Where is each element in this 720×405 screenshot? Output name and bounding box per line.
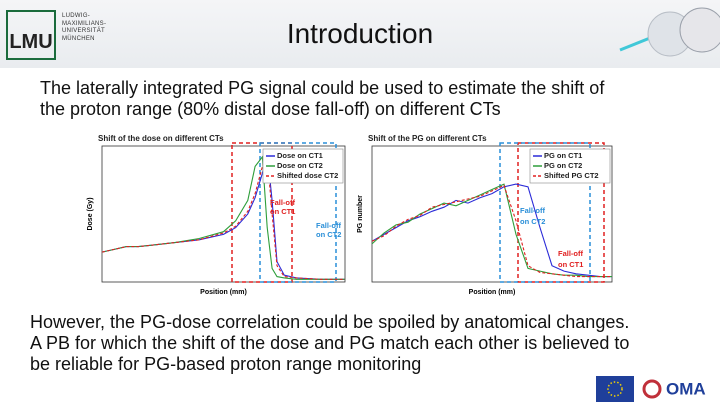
legend-label: PG on CT1 xyxy=(544,151,582,160)
logo: LMU xyxy=(6,10,56,60)
eu-flag xyxy=(596,376,634,402)
university-name: LUDWIG-MAXIMILIANS-UNIVERSITÄT MÜNCHEN xyxy=(62,13,107,42)
legend-label: Dose on CT1 xyxy=(277,151,323,160)
header: LMU LUDWIG-MAXIMILIANS-UNIVERSITÄT MÜNCH… xyxy=(0,0,720,68)
data-line xyxy=(371,183,612,278)
slide-title: Introduction xyxy=(286,18,434,49)
chart-title: Shift of the PG on different CTs xyxy=(368,134,487,143)
text-line: be reliable for PG-based proton range mo… xyxy=(30,354,422,374)
legend xyxy=(262,148,344,184)
legend xyxy=(529,148,611,184)
text-line: the proton range (80% distal dose fall-o… xyxy=(40,99,501,119)
text-line: The laterally integrated PG signal could… xyxy=(40,78,605,98)
falloff-region xyxy=(499,142,591,283)
text-line: A PB for which the shift of the dose and… xyxy=(30,333,630,353)
legend-label: Shifted PG CT2 xyxy=(544,171,599,180)
eu-stars xyxy=(607,381,623,397)
data-line xyxy=(371,184,612,278)
annotation: Fall-off on CT2 xyxy=(316,221,341,239)
x-axis-label: Position (mm) xyxy=(200,289,247,296)
paragraph: However, the PG-dose correlation could b… xyxy=(30,312,629,375)
falloff-region xyxy=(259,142,337,283)
legend-label: Shifted dose CT2 xyxy=(277,171,338,180)
annotation: Fall-off on CT1 xyxy=(558,249,583,269)
legend-label: PG on CT2 xyxy=(544,161,582,170)
chart-title: Shift of the dose on different CTs xyxy=(98,134,224,143)
x-axis-label: Position (mm) xyxy=(469,289,516,296)
text-line: However, the PG-dose correlation could b… xyxy=(30,312,630,332)
annotation: Fall-off on CT1 xyxy=(270,198,295,216)
data-line xyxy=(101,155,345,280)
oma-logo: OMA xyxy=(666,379,706,398)
oma-mark xyxy=(642,379,662,399)
paragraph: The laterally integrated PG signal could… xyxy=(40,78,604,120)
seal-image xyxy=(679,7,720,53)
falloff-region xyxy=(517,142,605,283)
legend-label: Dose on CT2 xyxy=(277,161,323,170)
seal xyxy=(619,7,720,57)
y-axis-label: PG number xyxy=(357,195,364,233)
y-axis-label: Dose (Gy) xyxy=(87,197,94,230)
annotation: Fall-off on CT2 xyxy=(520,206,545,226)
